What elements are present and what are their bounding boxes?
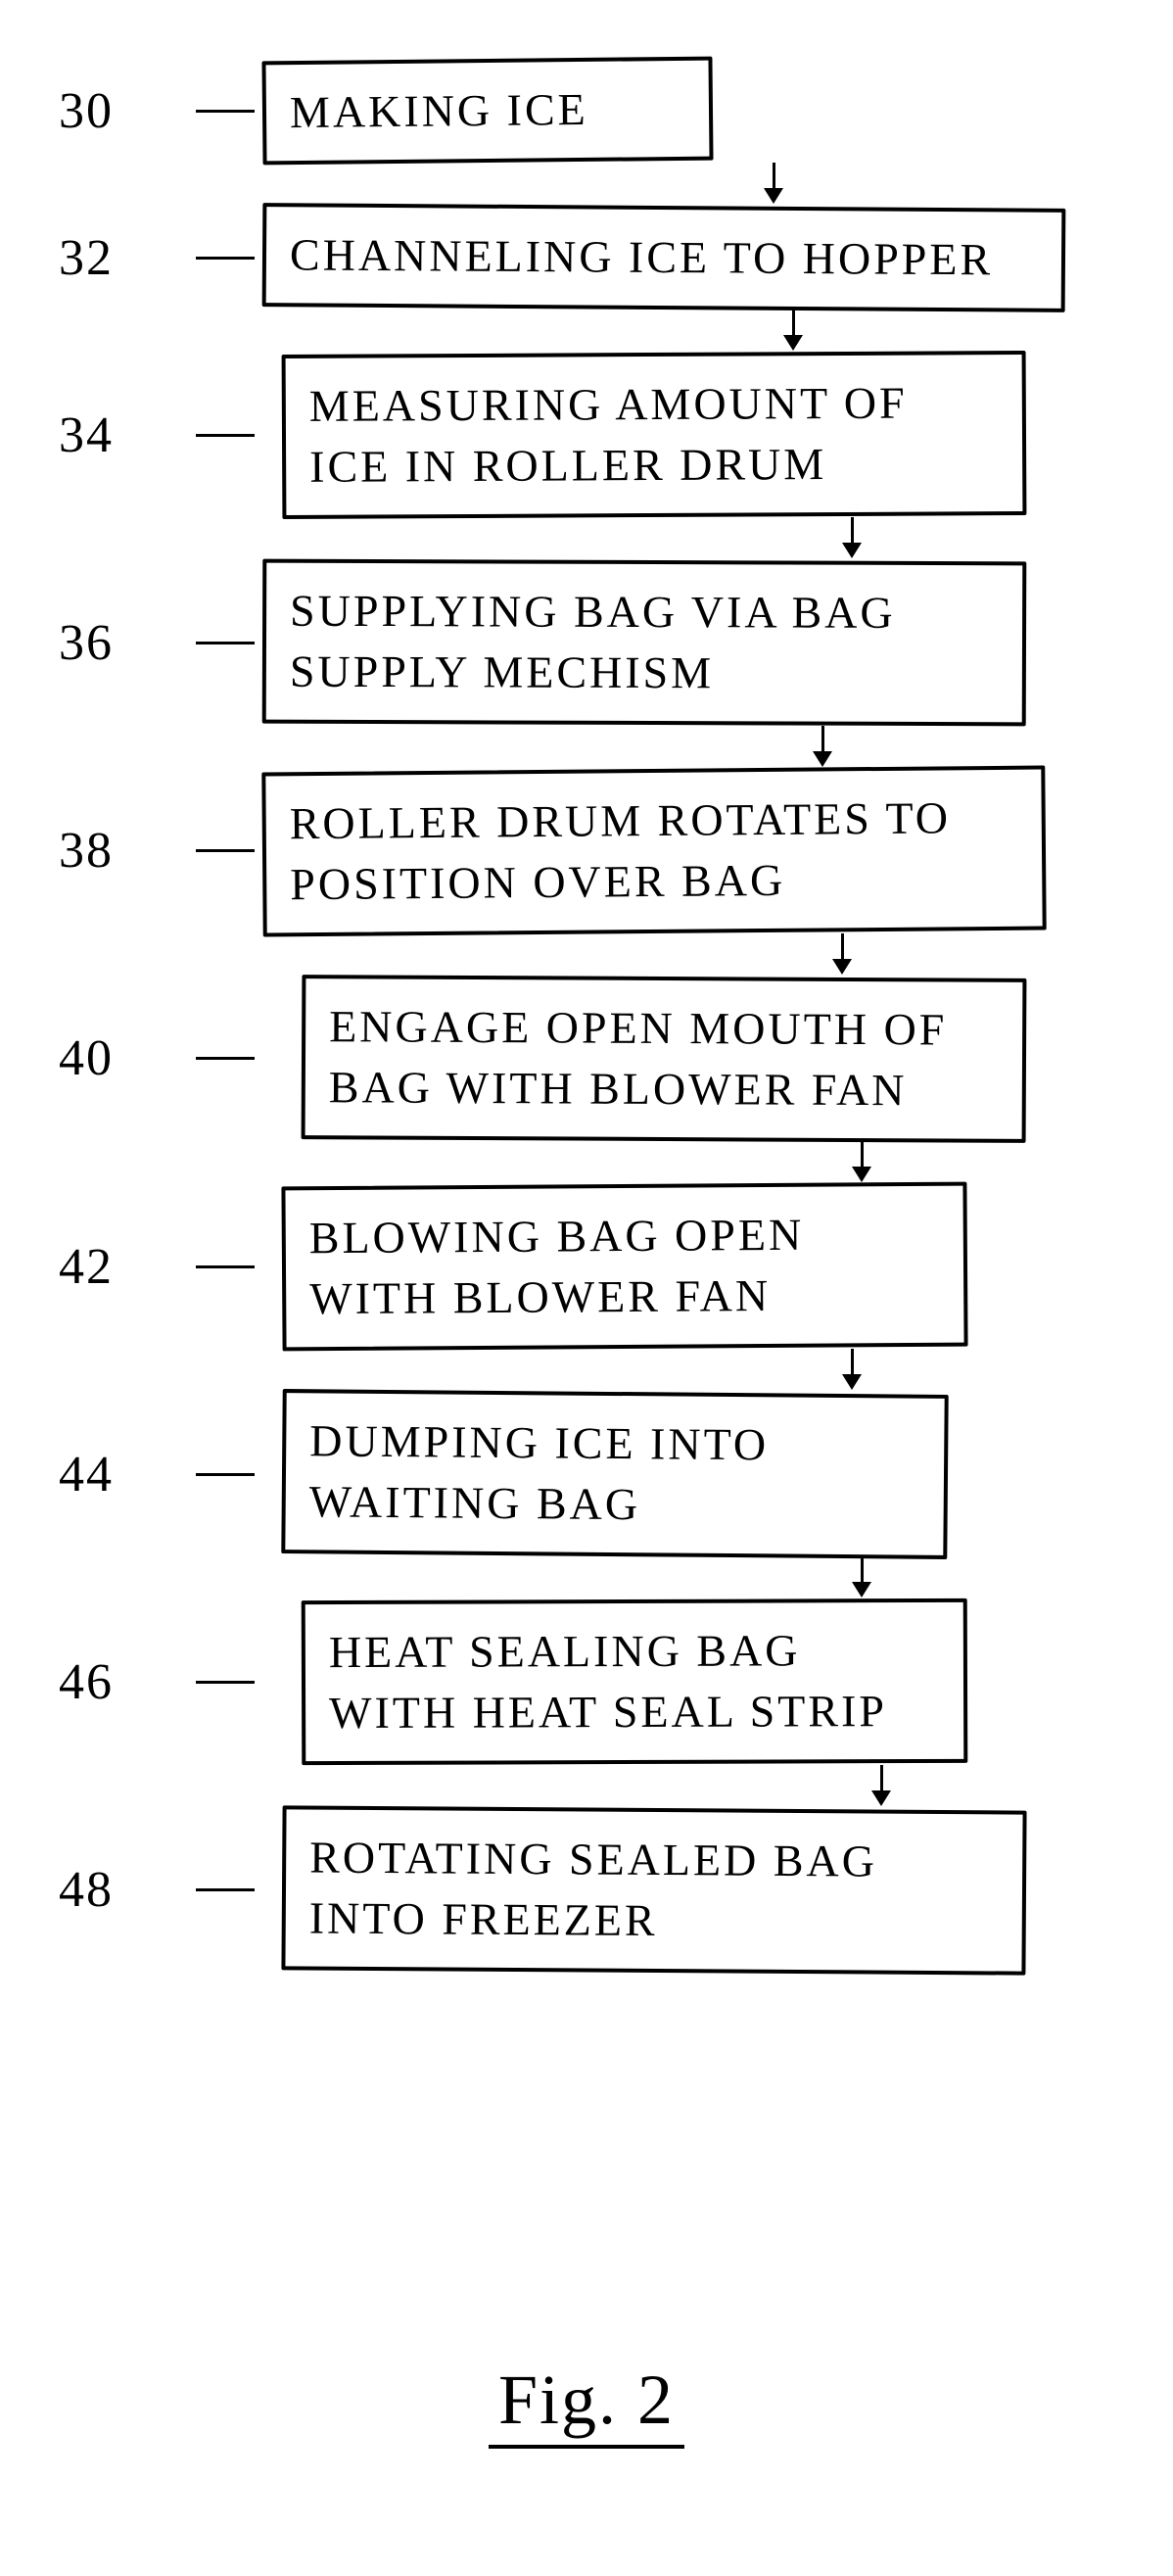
step-box: ENGAGE OPEN MOUTH OF BAG WITH BLOWER FAN [302, 975, 1027, 1143]
connector-line [196, 642, 255, 644]
step-number: 34 [59, 406, 196, 464]
step-box: DUMPING ICE INTO WAITING BAG [281, 1389, 948, 1559]
arrow-head [852, 1582, 871, 1598]
flow-step: 36 SUPPLYING BAG VIA BAG SUPPLY MECHISM [59, 560, 1116, 725]
arrow-down-icon [646, 1765, 1116, 1808]
arrow-down-icon [568, 933, 1116, 977]
flowchart-container: 30 MAKING ICE 32 CHANNELING ICE TO HOPPER 34… [59, 59, 1116, 1973]
arrow-down-icon [529, 726, 1116, 769]
flow-step: 48 ROTATING SEALED BAG INTO FREEZER [59, 1808, 1116, 1973]
step-box: MAKING ICE [261, 57, 713, 166]
step-box: HEAT SEALING BAG WITH HEAT SEAL STRIP [302, 1598, 968, 1766]
step-number: 42 [59, 1238, 196, 1296]
arrow-shaft [861, 1556, 864, 1582]
step-number: 36 [59, 614, 196, 672]
flow-step: 38ROLLER DRUM ROTATES TO POSITION OVER B… [59, 769, 1116, 933]
step-box: ROTATING SEALED BAG INTO FREEZER [281, 1805, 1026, 1975]
arrow-shaft [821, 726, 824, 751]
arrow-head [813, 751, 832, 767]
step-number: 44 [59, 1446, 196, 1503]
arrow-down-icon [607, 1556, 1116, 1599]
connector-line [196, 1681, 255, 1684]
step-number: 30 [59, 82, 196, 140]
arrow-shaft [861, 1141, 864, 1167]
step-box: CHANNELING ICE TO HOPPER [262, 203, 1066, 312]
flow-step: 30 MAKING ICE [59, 59, 1116, 163]
arrow-head [871, 1790, 891, 1806]
arrow-shaft [792, 310, 795, 335]
flow-step: 42 BLOWING BAG OPEN WITH BLOWER FAN [59, 1184, 1116, 1349]
arrow-head [783, 335, 803, 351]
step-box: ROLLER DRUM ROTATES TO POSITION OVER BAG [261, 765, 1046, 936]
step-number: 40 [59, 1029, 196, 1087]
step-number: 48 [59, 1861, 196, 1919]
arrow-shaft [851, 517, 854, 543]
arrow-head [764, 188, 783, 204]
arrow-shaft [851, 1349, 854, 1374]
connector-line [196, 434, 255, 437]
flow-step: 34 MEASURING AMOUNT OF ICE IN ROLLER DRUM [59, 353, 1116, 517]
arrow-shaft [773, 163, 775, 188]
step-number: 46 [59, 1653, 196, 1711]
step-number: 32 [59, 229, 196, 287]
arrow-down-icon [431, 163, 1116, 206]
connector-line [196, 1057, 255, 1060]
arrow-down-icon [607, 1141, 1116, 1184]
arrow-down-icon [587, 1349, 1116, 1392]
arrow-head [842, 1374, 862, 1390]
connector-line [196, 1473, 255, 1476]
arrow-down-icon [470, 310, 1116, 353]
step-number: 38 [59, 822, 196, 880]
connector-line [196, 1888, 255, 1891]
arrow-shaft [880, 1765, 883, 1790]
figure-label: Fig. 2 [489, 2360, 684, 2449]
connector-line [196, 257, 255, 260]
step-box: BLOWING BAG OPEN WITH BLOWER FAN [281, 1181, 967, 1351]
step-box: MEASURING AMOUNT OF ICE IN ROLLER DRUM [282, 351, 1027, 519]
arrow-head [832, 959, 852, 975]
arrow-head [852, 1167, 871, 1182]
arrow-down-icon [587, 517, 1116, 560]
connector-line [196, 110, 255, 113]
connector-line [196, 849, 255, 852]
connector-line [196, 1265, 255, 1268]
step-box: SUPPLYING BAG VIA BAG SUPPLY MECHISM [262, 559, 1027, 727]
flow-step: 32 CHANNELING ICE TO HOPPER [59, 206, 1116, 310]
flow-step: 46 HEAT SEALING BAG WITH HEAT SEAL STRIP [59, 1599, 1116, 1764]
arrow-head [842, 543, 862, 558]
flow-step: 40 ENGAGE OPEN MOUTH OF BAG WITH BLOWER F… [59, 977, 1116, 1141]
arrow-shaft [841, 933, 844, 959]
flow-step: 44 DUMPING ICE INTO WAITING BAG [59, 1392, 1116, 1556]
